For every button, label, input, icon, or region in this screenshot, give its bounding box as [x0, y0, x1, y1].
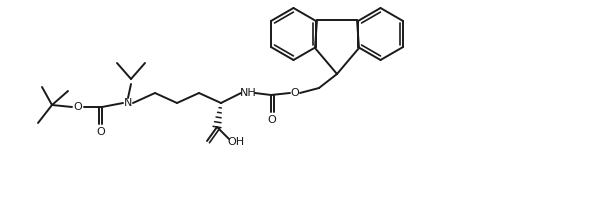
Text: O: O — [291, 88, 299, 98]
Text: N: N — [124, 98, 132, 108]
Text: OH: OH — [227, 137, 244, 147]
Text: O: O — [74, 102, 82, 112]
Text: O: O — [97, 127, 105, 137]
Text: O: O — [268, 115, 277, 125]
Text: NH: NH — [240, 88, 257, 98]
